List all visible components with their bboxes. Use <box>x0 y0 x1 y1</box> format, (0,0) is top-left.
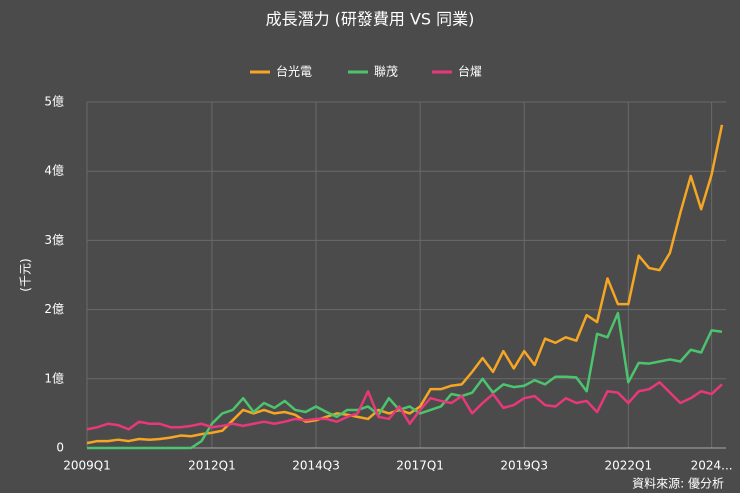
legend-label: 台光電 <box>276 64 312 79</box>
x-tick-label: 2022Q1 <box>604 459 652 473</box>
x-tick-label: 2024... <box>691 459 733 473</box>
source: 資料來源: 優分析 <box>632 477 724 491</box>
y-tick-label: 5億 <box>44 95 64 109</box>
x-tick-label: 2014Q3 <box>292 459 340 473</box>
y-tick-label: 4億 <box>44 164 64 178</box>
legend-label: 台燿 <box>458 64 482 79</box>
series-line <box>87 311 723 450</box>
y-axis-label: (千元) <box>19 258 33 291</box>
chart-title: 成長潛力 (研發費用 VS 同業) <box>266 10 475 29</box>
y-tick-label: 1億 <box>44 371 64 385</box>
y-tick-label: 3億 <box>44 233 64 247</box>
series-line <box>86 124 724 445</box>
legend-label: 聯茂 <box>374 65 398 79</box>
y-tick-label: 2億 <box>44 302 64 316</box>
x-tick-label: 2009Q1 <box>63 459 111 473</box>
series-line <box>86 381 723 431</box>
x-tick-label: 2019Q3 <box>500 459 548 473</box>
x-tick-label: 2017Q1 <box>396 459 444 473</box>
y-tick-label: 0 <box>56 441 64 455</box>
x-tick-label: 2012Q1 <box>188 459 236 473</box>
